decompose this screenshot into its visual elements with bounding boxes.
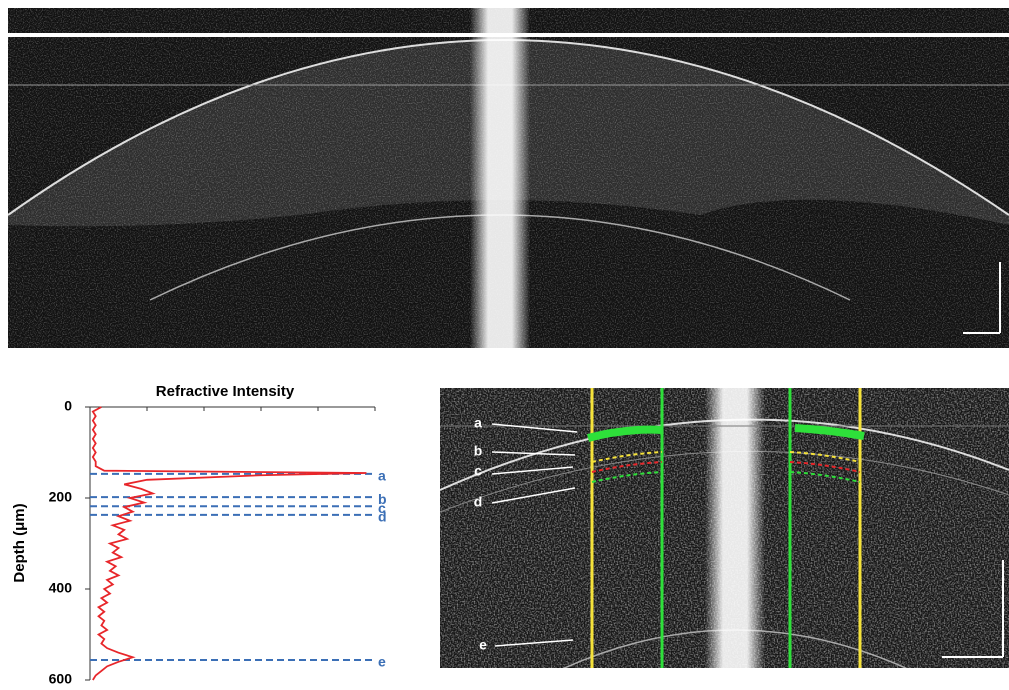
annotation-label: b: [378, 491, 387, 507]
y-tick-label: 200: [49, 489, 73, 505]
image-label: a: [474, 415, 482, 431]
annotation-label: e: [378, 654, 386, 670]
image-label: e: [479, 637, 487, 653]
y-axis-label: Depth (μm): [11, 503, 28, 582]
image-label: b: [474, 443, 483, 459]
image-label: d: [474, 494, 483, 510]
oct-zoom-image: [440, 388, 1009, 668]
y-tick-label: 0: [64, 398, 72, 414]
image-label: c: [474, 463, 482, 479]
chart-title: Refractive Intensity: [156, 383, 295, 400]
annotation-label: c: [378, 500, 386, 516]
annotation-label: a: [378, 468, 386, 484]
intensity-line: [91, 406, 367, 681]
oct-top-image: [8, 8, 1009, 348]
y-tick-label: 600: [49, 671, 73, 687]
annotation-label: d: [378, 509, 387, 525]
y-tick-label: 400: [49, 580, 73, 596]
